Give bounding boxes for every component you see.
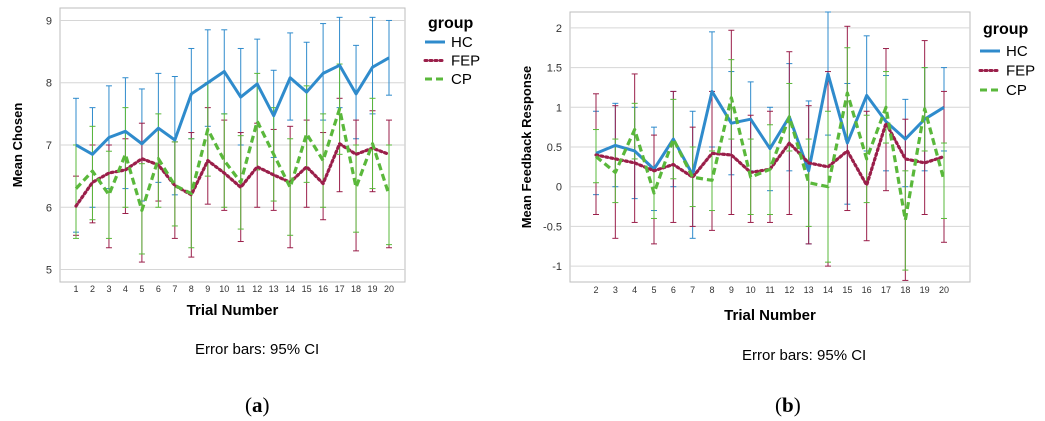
x-tick-label: 1: [73, 284, 78, 294]
panel-label-b: (b): [775, 393, 801, 417]
y-tick-label: 7: [46, 140, 52, 152]
panel-letter-a: a: [252, 393, 263, 417]
y-tick-label: 0: [556, 182, 562, 194]
x-tick-label: 19: [368, 284, 378, 294]
x-tick-label: 10: [746, 285, 756, 295]
y-tick-label: 0.5: [547, 142, 562, 154]
x-axis-label: Trial Number: [187, 302, 279, 319]
x-tick-label: 19: [920, 285, 930, 295]
x-tick-label: 5: [139, 284, 144, 294]
x-tick-label: 3: [106, 284, 111, 294]
x-tick-label: 4: [123, 284, 128, 294]
x-tick-label: 14: [285, 284, 295, 294]
x-tick-label: 12: [252, 284, 262, 294]
x-tick-label: 7: [690, 285, 695, 295]
x-tick-label: 12: [784, 285, 794, 295]
y-tick-label: 9: [46, 15, 52, 27]
x-tick-label: 8: [189, 284, 194, 294]
y-tick-label: 6: [46, 202, 52, 214]
legend-label-fep: FEP: [1006, 63, 1035, 80]
panel-label-a: (a): [245, 393, 270, 417]
x-tick-label: 11: [236, 284, 245, 294]
y-tick-label: 2: [556, 23, 562, 35]
legend-label-hc: HC: [1006, 43, 1028, 60]
y-axis-label: Mean Chosen: [10, 103, 25, 188]
x-tick-label: 20: [939, 285, 949, 295]
x-tick-label: 9: [729, 285, 734, 295]
chart-panel-a: 5 6 7 8 9 1 2 3 4 5 6 7 8 9 10 11 12 13 14 15 16 17 18 19 20 Mean…: [0, 0, 520, 421]
x-tick-label: 5: [651, 285, 656, 295]
series-line-cp: [594, 91, 946, 222]
legend-title: group: [983, 21, 1029, 38]
x-tick-label: 13: [804, 285, 814, 295]
legend-label-cp: CP: [1006, 82, 1027, 99]
y-tick-label: 5: [46, 265, 52, 277]
x-tick-label: 20: [384, 284, 394, 294]
x-tick-label: 18: [351, 284, 361, 294]
x-tick-label: 9: [205, 284, 210, 294]
y-tick-label: 8: [46, 78, 52, 90]
series-line-cp: [74, 107, 391, 212]
x-tick-label: 15: [842, 285, 852, 295]
x-tick-label: 11: [765, 285, 774, 295]
x-tick-label: 2: [90, 284, 95, 294]
x-tick-label: 3: [613, 285, 618, 295]
x-tick-label: 15: [302, 284, 312, 294]
x-tick-label: 6: [156, 284, 161, 294]
x-tick-label: 17: [335, 284, 345, 294]
panel-letter-b: b: [782, 393, 794, 417]
legend-label-fep: FEP: [451, 53, 480, 70]
x-tick-label: 16: [318, 284, 328, 294]
x-tick-label: 13: [269, 284, 279, 294]
legend-title: group: [428, 15, 474, 32]
y-tick-label: -0.5: [543, 221, 562, 233]
legend-label-cp: CP: [451, 71, 472, 88]
error-bar-caption-b: Error bars: 95% CI: [742, 347, 867, 364]
y-tick-label: 1: [556, 102, 562, 114]
legend-label-hc: HC: [451, 34, 473, 51]
x-tick-label: 2: [593, 285, 598, 295]
series-line-hc: [75, 56, 390, 156]
y-tick-label: 1.5: [547, 63, 562, 75]
x-tick-label: 18: [900, 285, 910, 295]
x-tick-label: 4: [632, 285, 637, 295]
x-tick-label: 7: [172, 284, 177, 294]
x-tick-label: 8: [709, 285, 714, 295]
error-bar-caption-a: Error bars: 95% CI: [195, 341, 320, 358]
series-line-fep: [74, 142, 391, 208]
chart-b-svg: -1 -0.5 0 0.5 1 1.5 2 2 3 4 5 6 7 8 9 10 11 12 13 14 15 16 17 1…: [519, 11, 1035, 324]
y-axis-label: Mean Feedback Response: [519, 66, 534, 229]
y-tick-label: -1: [552, 261, 562, 273]
x-tick-label: 14: [823, 285, 833, 295]
x-tick-label: 10: [219, 284, 229, 294]
x-tick-label: 6: [671, 285, 676, 295]
x-axis-label: Trial Number: [724, 307, 816, 324]
chart-panel-b: -1 -0.5 0 0.5 1 1.5 2 2 3 4 5 6 7 8 9 10 11 12 13 14 15 16 17 1…: [519, 0, 1045, 421]
x-tick-label: 17: [881, 285, 891, 295]
x-tick-label: 16: [862, 285, 872, 295]
